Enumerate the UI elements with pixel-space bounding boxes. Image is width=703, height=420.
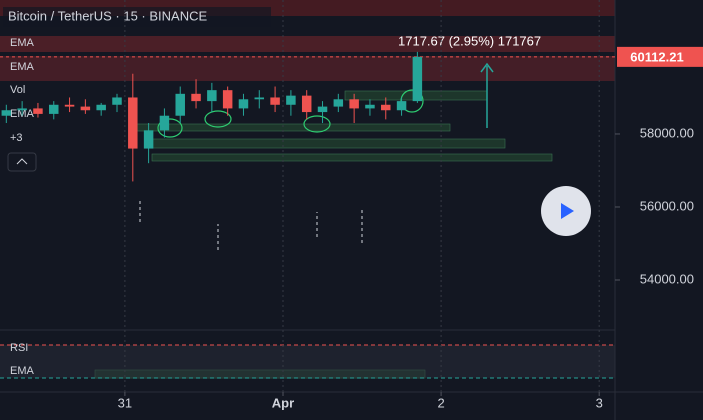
candle-body xyxy=(286,95,296,105)
candle-body xyxy=(270,97,280,105)
candle-body xyxy=(301,95,312,113)
indicator-label: Vol xyxy=(10,84,25,96)
y-tick-label: 58000.00 xyxy=(640,125,694,140)
chevron xyxy=(16,158,28,165)
collapse-button[interactable] xyxy=(7,152,37,172)
candle-body xyxy=(254,97,265,100)
candle-body xyxy=(80,106,91,111)
annotation: 1717.67 (2.95%) 171767 xyxy=(398,33,541,48)
candle-body xyxy=(96,104,106,111)
candle-body xyxy=(238,99,249,109)
indicator-label: +3 xyxy=(10,132,23,144)
rsi-band xyxy=(0,345,615,378)
candle-body xyxy=(143,130,154,149)
candle-body xyxy=(333,99,344,107)
rsi-label: EMA xyxy=(10,365,35,377)
candle-body xyxy=(317,106,328,113)
x-tick-label: Apr xyxy=(272,395,294,410)
candle-body xyxy=(412,56,423,102)
play-icon xyxy=(561,203,574,219)
candle-body xyxy=(33,108,43,114)
last-price-bg xyxy=(617,46,703,67)
title-bg xyxy=(3,7,271,27)
indicator-label: EMA xyxy=(10,37,35,49)
arrows xyxy=(139,198,363,250)
candle-body xyxy=(112,97,122,105)
last-price-label: 60112.21 xyxy=(630,49,684,64)
candle-body xyxy=(17,108,27,111)
candle-body xyxy=(349,99,359,109)
arrow-head xyxy=(480,62,494,73)
candle-body xyxy=(128,97,138,149)
y-tick-label: 56000.00 xyxy=(640,198,694,213)
circles xyxy=(157,89,424,138)
chart-title: Bitcoin / TetherUS · 15 · BINANCE xyxy=(8,8,207,23)
y-tick-label: 54000.00 xyxy=(640,271,694,286)
x-tick-label: 3 xyxy=(596,395,603,410)
candle-body xyxy=(49,104,59,114)
x-tick-label: 2 xyxy=(437,395,444,410)
candle-body xyxy=(381,104,391,111)
candle-body xyxy=(64,104,75,107)
x-tick-label: 31 xyxy=(118,395,132,410)
rsi-label: RSI xyxy=(10,342,28,354)
candle-body xyxy=(365,104,375,109)
zone xyxy=(0,36,615,52)
candle-body xyxy=(1,110,12,116)
zone xyxy=(0,56,615,81)
candle-body xyxy=(159,115,170,131)
candle-body xyxy=(191,93,201,102)
indicator-label: EMA xyxy=(10,61,35,73)
candle-body xyxy=(175,93,185,116)
candle-body xyxy=(396,101,407,111)
candle-body xyxy=(207,90,217,102)
candle-body xyxy=(222,90,233,109)
